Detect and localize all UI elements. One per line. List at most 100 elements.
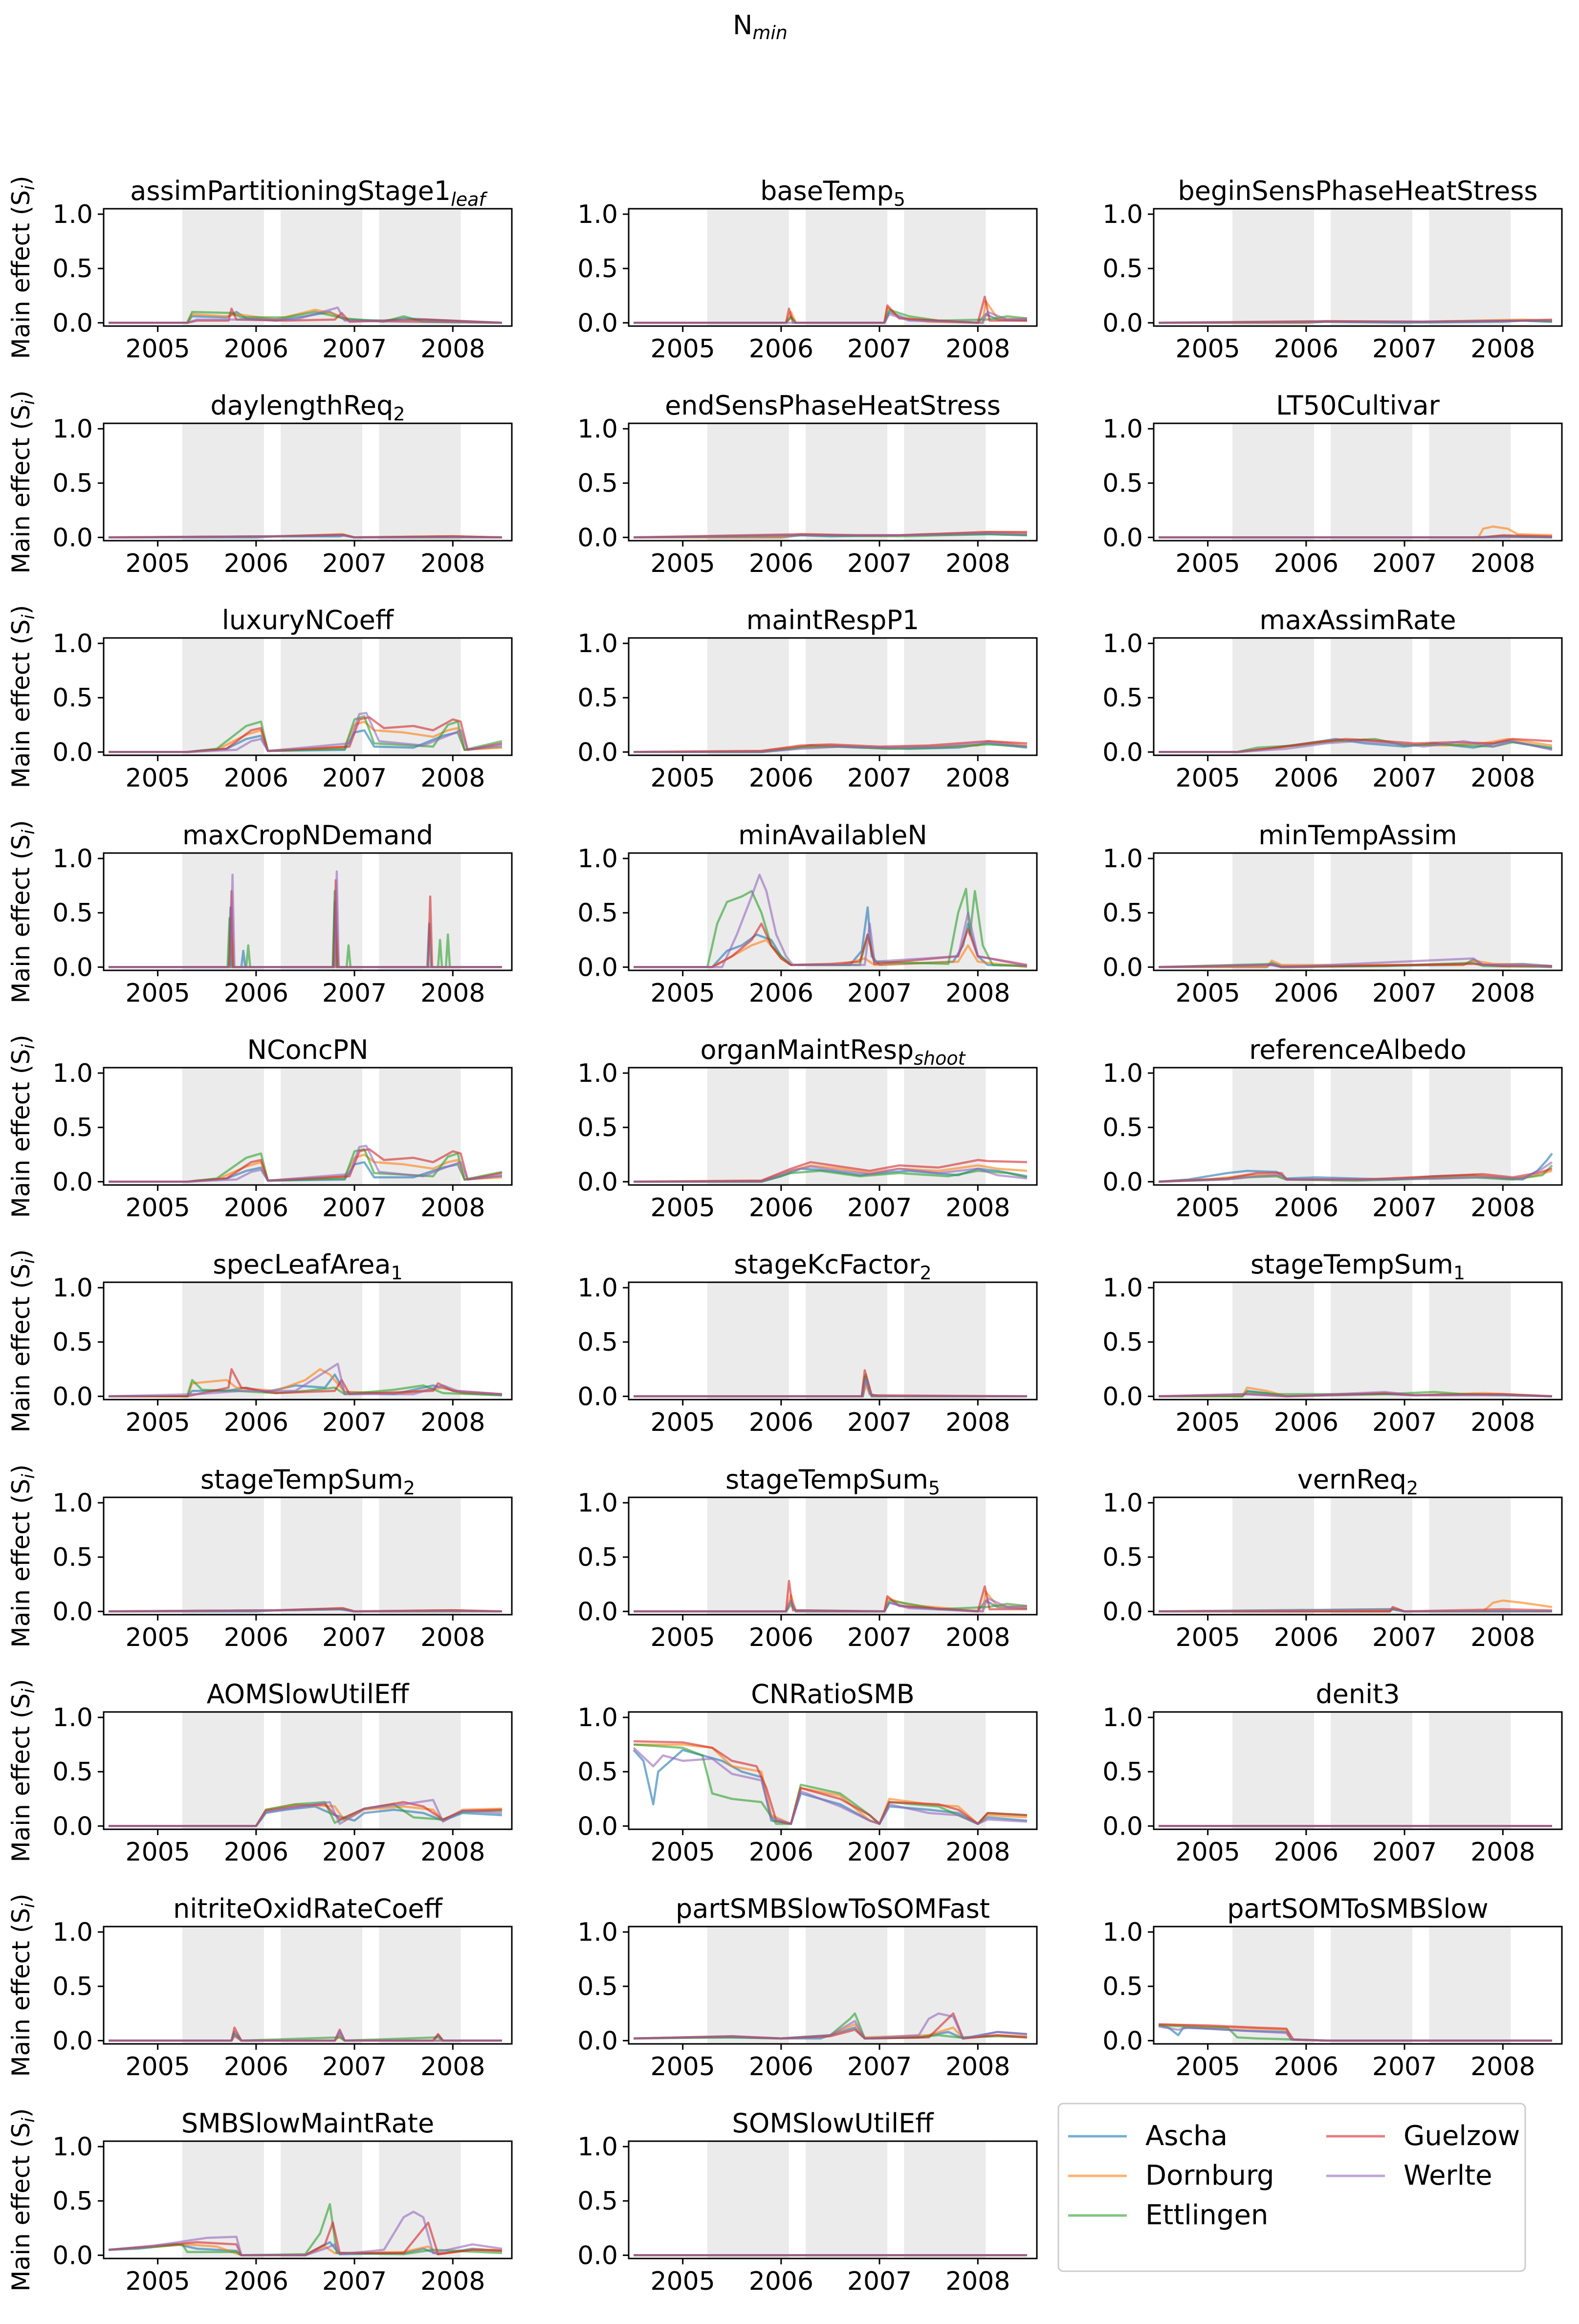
shaded-period	[182, 638, 264, 755]
y-axis-label: Main effect (Si)	[7, 820, 39, 1004]
series-group	[108, 2203, 503, 2257]
y-axis-label-sub: i	[19, 1044, 39, 1049]
series-line-werlte	[109, 2030, 502, 2042]
panel-stagekcfactor-2: 2005 2006 2007 2008 0.0 0.5 1.0 stageKcFactor2	[577, 1249, 1038, 1437]
shaded-period	[281, 638, 363, 755]
y-tick-label: 1.0	[1102, 1489, 1143, 1518]
shaded-period	[379, 209, 461, 326]
shaded-period	[904, 2141, 986, 2258]
series-group	[1158, 2023, 1552, 2042]
series-line-werlte	[1158, 2025, 1552, 2042]
x-tick-label: 2007	[322, 334, 387, 364]
panel-title-base: baseTemp	[760, 175, 894, 206]
panel-stagetempsum-2: 2005 2006 2007 2008 0.0 0.5 1.0 stageTempSum2 Ma…	[7, 1464, 513, 1652]
x-tick-label: 2006	[1274, 334, 1338, 364]
series-line-werlte	[634, 2012, 1028, 2040]
y-axis-label-main: Main effect (S	[7, 1049, 35, 1218]
y-tick-label: 1.0	[1102, 200, 1143, 229]
panel-title: maxCropNDemand	[182, 820, 433, 851]
panel-title-sub: 1	[1453, 1262, 1465, 1284]
x-tick-label: 2005	[1175, 979, 1240, 1008]
series-line-werlte	[109, 1144, 503, 1183]
series-line-dornburg	[109, 1368, 502, 1398]
y-tick-label: 1.0	[1102, 1703, 1143, 1732]
y-tick-label: 0.5	[52, 1757, 93, 1787]
y-axis-label-main: Main effect (S	[7, 1264, 35, 1432]
x-tick-label: 2005	[650, 2052, 715, 2082]
series-group	[634, 2012, 1028, 2040]
y-tick-label: 0.0	[577, 1812, 618, 1841]
panel-title-base: partSOMToSMBSlow	[1227, 1893, 1488, 1924]
y-tick-label: 0.5	[52, 683, 93, 713]
panel-maxassimrate: 2005 2006 2007 2008 0.0 0.5 1.0 maxAssimRate	[1102, 605, 1563, 793]
shaded-period	[182, 1927, 264, 2044]
x-tick-label: 2006	[224, 1193, 288, 1223]
shaded-period	[182, 1497, 264, 1615]
x-tick-label: 2008	[420, 1408, 485, 1437]
y-axis-label-tail: )	[7, 605, 35, 615]
panel-specleafarea-1: 2005 2006 2007 2008 0.0 0.5 1.0 specLeafArea1 Ma…	[7, 1249, 513, 1437]
y-tick-label: 1.0	[577, 200, 618, 229]
shaded-period	[182, 1068, 264, 1185]
y-axis-label-tail: )	[7, 1465, 35, 1474]
shaded-period	[281, 1712, 363, 1829]
axes-frame	[103, 637, 513, 756]
series-line-guelzow	[109, 716, 503, 753]
shaded-period	[379, 423, 461, 541]
shaded-period	[707, 423, 789, 541]
x-tick-label: 2008	[1470, 1838, 1535, 1867]
x-tick-label: 2007	[1372, 1623, 1437, 1652]
axes-frame	[103, 1711, 513, 1830]
shaded-period	[1232, 853, 1314, 970]
x-tick-label: 2006	[749, 979, 813, 1008]
y-tick-label: 0.0	[1102, 523, 1143, 552]
y-tick-label: 0.5	[1102, 1543, 1143, 1572]
panel-title: baseTemp5	[760, 175, 905, 210]
panel-luxuryncoeff: 2005 2006 2007 2008 0.0 0.5 1.0 luxuryNCoeff Mai…	[7, 605, 513, 793]
axes-frame	[103, 208, 513, 327]
panel-title-base: minTempAssim	[1258, 820, 1457, 851]
x-tick-label: 2006	[224, 764, 288, 793]
y-tick-label: 0.5	[1102, 899, 1143, 928]
x-tick-label: 2007	[322, 764, 387, 793]
x-tick-label: 2006	[1274, 1408, 1338, 1437]
y-tick-label: 0.5	[577, 2187, 618, 2216]
panel-title: nitriteOxidRateCoeff	[173, 1893, 443, 1924]
panel-title-base: maxAssimRate	[1259, 605, 1456, 636]
x-tick-label: 2006	[1274, 549, 1338, 578]
panel-title-base: stageKcFactor	[734, 1249, 920, 1280]
y-tick-label: 1.0	[52, 2132, 93, 2162]
panel-title: daylengthReq2	[210, 390, 405, 425]
y-tick-label: 1.0	[52, 1703, 93, 1732]
shaded-period	[806, 1497, 888, 1615]
axes-frame	[628, 422, 1038, 542]
series-group	[633, 1740, 1028, 1825]
x-tick-label: 2005	[125, 1408, 190, 1437]
shaded-period	[1429, 1282, 1511, 1400]
y-tick-label: 1.0	[52, 1273, 93, 1303]
panel-title: referenceAlbedo	[1249, 1034, 1467, 1065]
shaded-period	[1232, 1712, 1314, 1829]
y-tick-label: 0.0	[577, 1597, 618, 1626]
y-tick-label: 1.0	[577, 629, 618, 658]
y-axis-label-sub: i	[19, 2118, 39, 2123]
y-tick-label: 1.0	[577, 1918, 618, 1947]
y-tick-label: 1.0	[577, 415, 618, 444]
x-tick-label: 2006	[1274, 764, 1338, 793]
series-line-guelzow	[1159, 738, 1553, 753]
panel-title: denit3	[1316, 1679, 1400, 1710]
x-tick-label: 2006	[224, 2267, 288, 2296]
x-tick-label: 2008	[1470, 979, 1535, 1008]
y-tick-label: 1.0	[1102, 1059, 1143, 1088]
series-line-ettlingen	[634, 308, 1028, 324]
panel-daylengthreq-2: 2005 2006 2007 2008 0.0 0.5 1.0 daylengthReq2 Ma…	[7, 390, 513, 578]
x-tick-label: 2006	[749, 1838, 813, 1867]
panel-title-base: stageTempSum	[725, 1464, 928, 1495]
y-tick-label: 0.5	[52, 1328, 93, 1357]
y-axis-label-tail: )	[7, 176, 35, 186]
x-tick-label: 2008	[945, 1838, 1010, 1867]
axes-frame	[103, 1067, 513, 1186]
panel-title: partSOMToSMBSlow	[1227, 1893, 1488, 1924]
panel-title-base: vernReq	[1297, 1464, 1406, 1495]
y-tick-label: 0.0	[52, 523, 93, 552]
